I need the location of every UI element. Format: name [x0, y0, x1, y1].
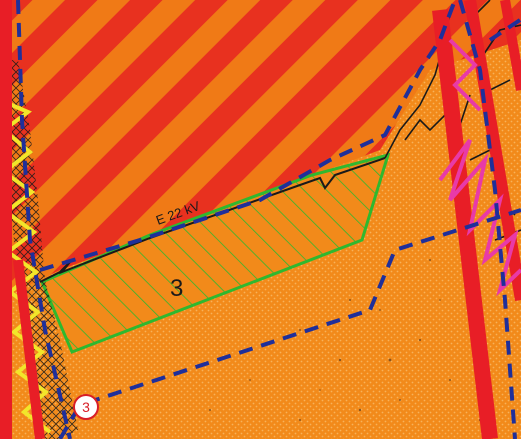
- red-band-right: [432, 9, 498, 439]
- magenta-zigzag: [438, 138, 521, 297]
- zone-marker: 3: [73, 394, 99, 420]
- crosshatch-strip: [0, 60, 78, 439]
- red-band-left-inner: [13, 259, 45, 439]
- zone-marker-label: 3: [82, 399, 90, 415]
- zone-label: 3: [170, 275, 183, 302]
- magenta-zigzag-upper: [448, 38, 482, 112]
- red-band-right-3: [500, 0, 521, 91]
- red-band-left: [0, 0, 12, 439]
- dashed-boundary-left: [16, 0, 72, 439]
